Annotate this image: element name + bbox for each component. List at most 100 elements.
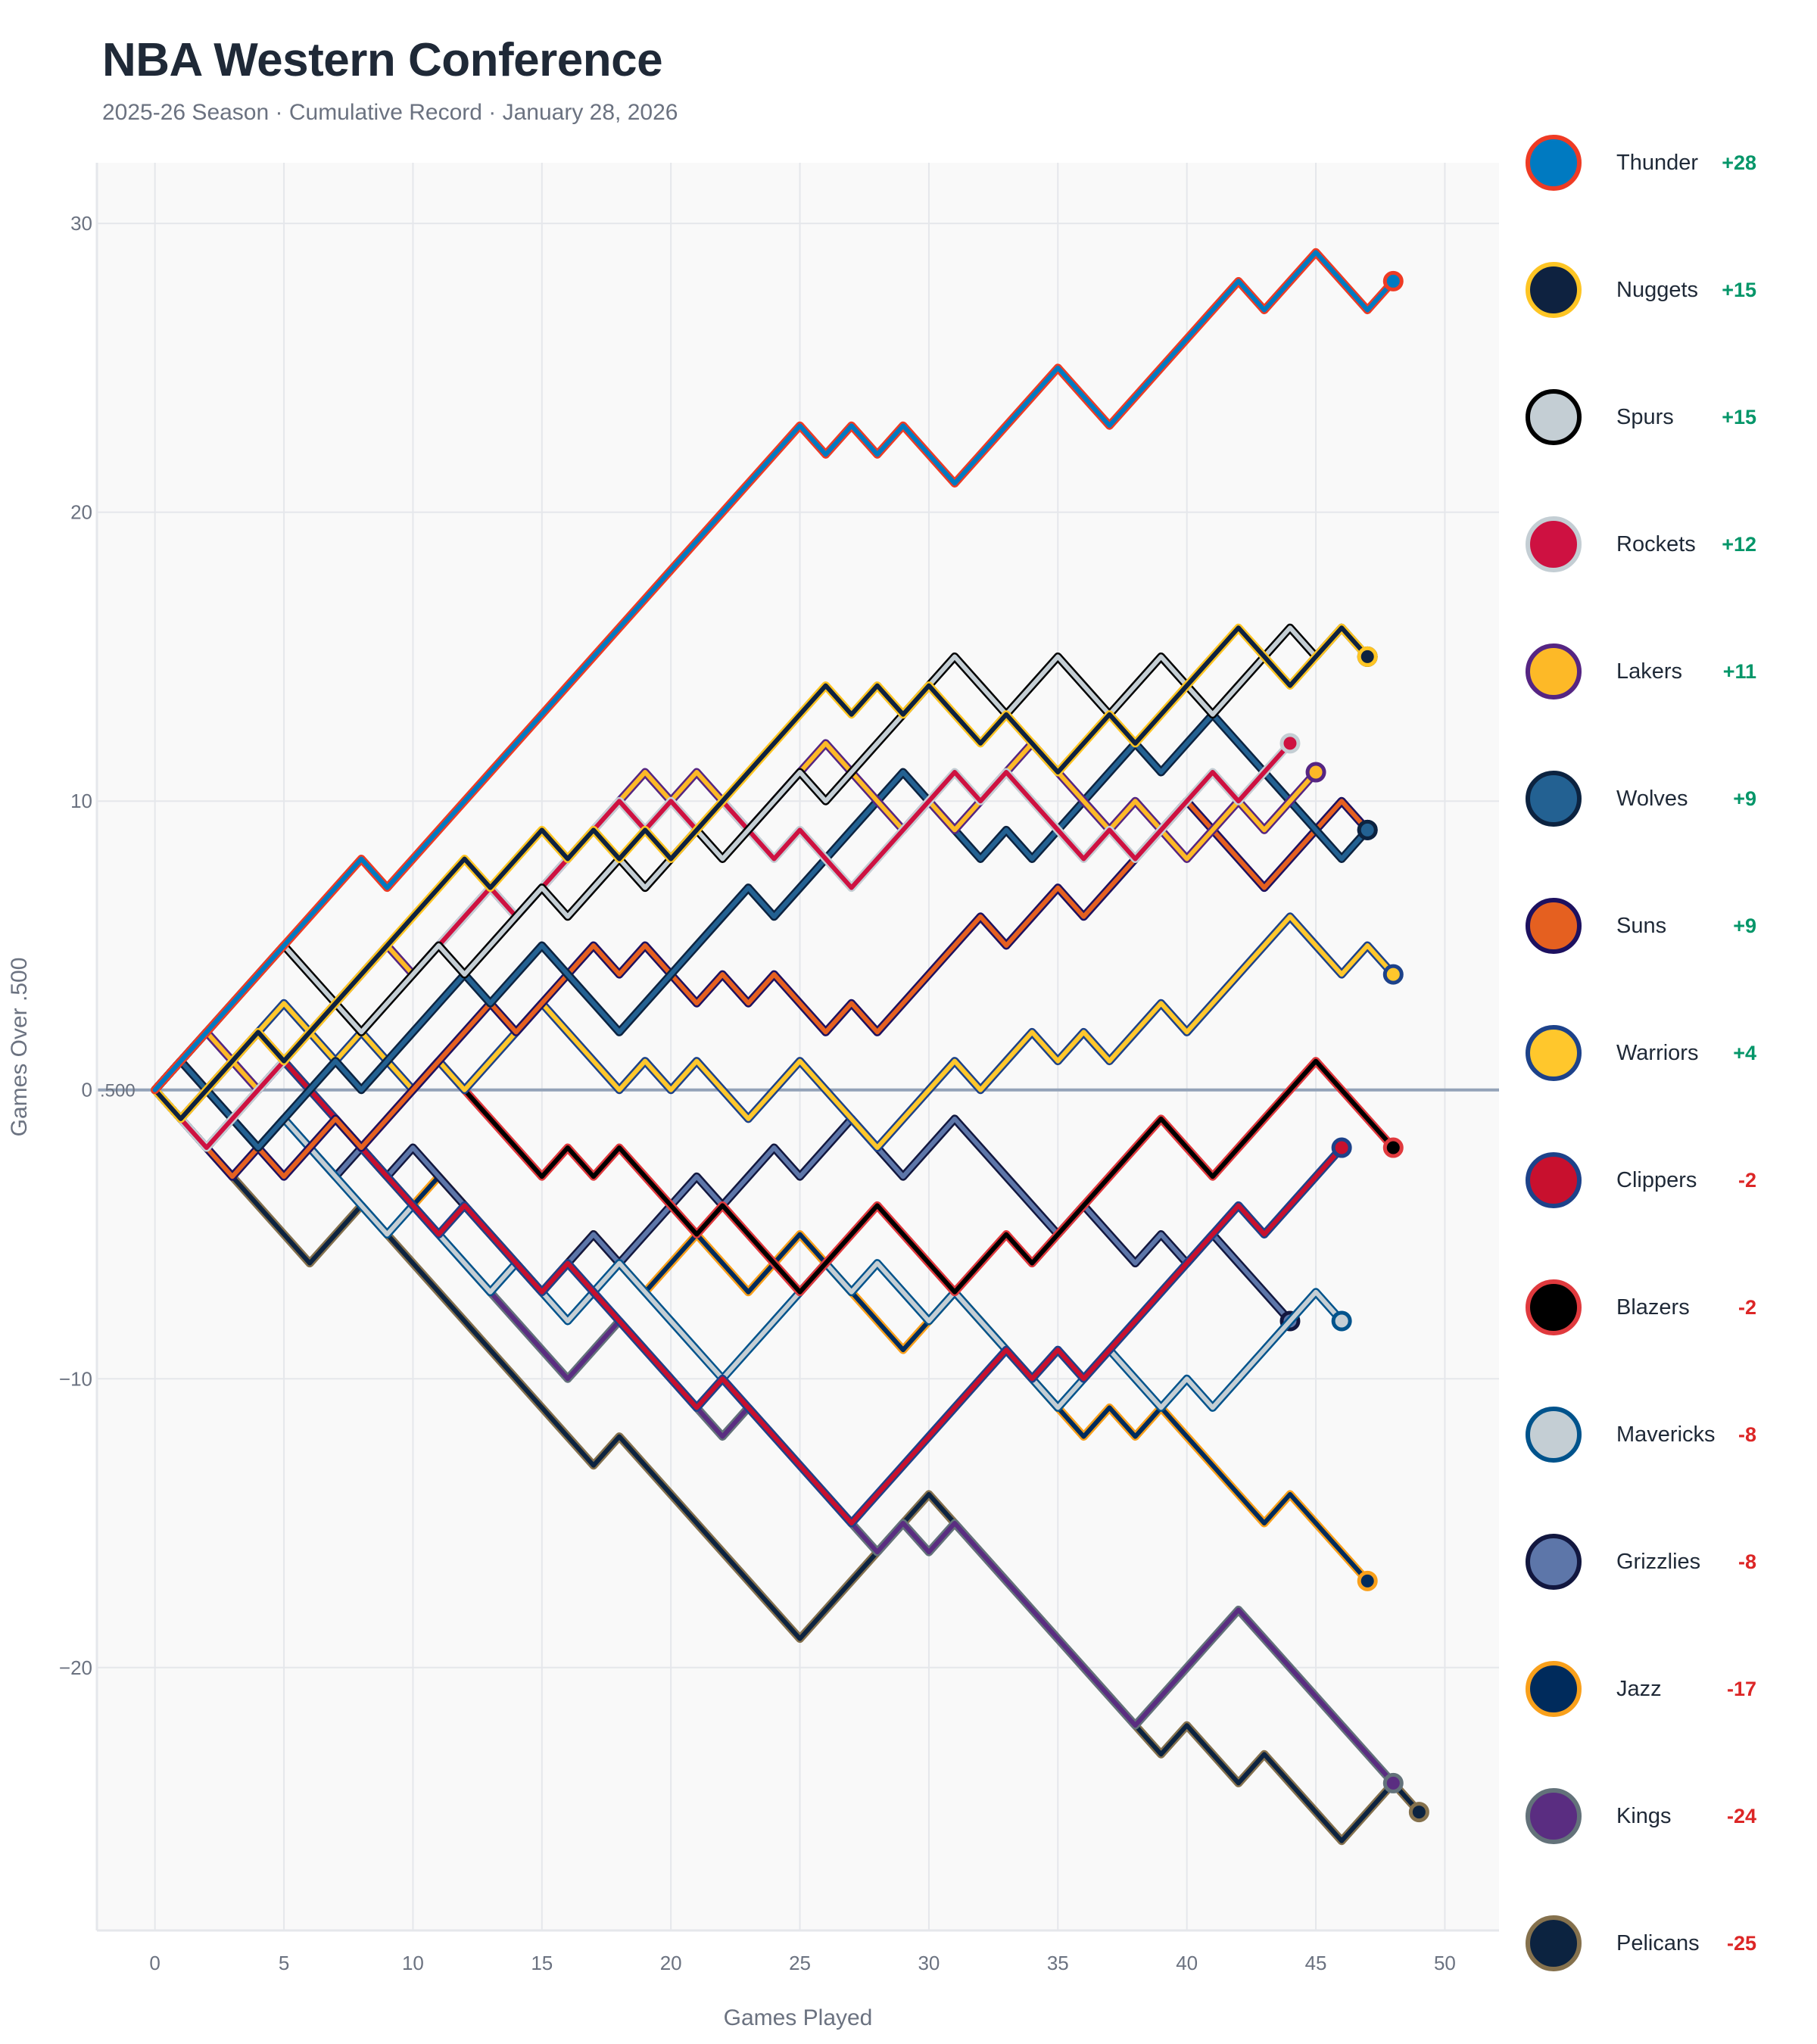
end-marker-lakers[interactable] [1305,762,1326,783]
legend-item-grizzlies[interactable]: Grizzlies -8 [1522,1531,1809,1592]
legend-item-thunder[interactable]: Thunder +28 [1522,132,1809,193]
legend-item-kings[interactable]: Kings -24 [1522,1786,1809,1846]
series-line-nuggets [152,625,1370,1121]
legend-item-pelicans[interactable]: Pelicans -25 [1522,1913,1809,1974]
series-wolves [151,710,1378,1152]
legend-team-value: -25 [1726,1931,1756,1955]
y-tick-label: −10 [59,1367,92,1390]
legend-team-value: -2 [1738,1295,1756,1319]
pelicans-logo-icon [1522,1912,1585,1975]
legend-item-nuggets[interactable]: Nuggets +15 [1522,260,1809,320]
legend-team-value: +15 [1722,278,1756,301]
series-line-wolves [152,712,1370,1151]
legend-team-name: Lakers [1616,659,1683,684]
spurs-logo-icon [1522,385,1585,449]
x-tick-label: 30 [918,1952,940,1974]
x-tick-label: 35 [1047,1952,1069,1974]
legend-team-name: Clippers [1616,1167,1697,1192]
legend-team-value: -8 [1738,1422,1756,1446]
x-tick-label: 25 [789,1952,811,1974]
legend-team-value: +15 [1722,405,1756,428]
legend-team-value: +11 [1722,659,1756,683]
legend-item-mavericks[interactable]: Mavericks -8 [1522,1404,1809,1465]
x-tick-label: 5 [279,1952,289,1974]
wolves-logo-icon [1522,767,1585,830]
x-tick-label: 0 [149,1952,160,1974]
grid [97,163,1499,1930]
legend-team-name: Suns [1616,913,1667,938]
lakers-logo-icon [1522,640,1585,703]
legend-team-name: Rockets [1616,531,1696,556]
kings-logo-icon [1522,1784,1585,1848]
end-marker-mavericks[interactable] [1331,1310,1352,1332]
series-line-mavericks [152,1087,1345,1410]
legend-item-jazz[interactable]: Jazz -17 [1522,1659,1809,1719]
end-marker-rockets[interactable] [1279,733,1301,754]
legend-item-spurs[interactable]: Spurs +15 [1522,387,1809,447]
series-nuggets [151,623,1378,1123]
x-tick-label: 10 [402,1952,424,1974]
series-mavericks [151,1086,1352,1412]
suns-logo-icon [1522,894,1585,958]
series-line-spurs [152,625,1370,1092]
x-tick-label: 15 [531,1952,553,1974]
legend-team-name: Pelicans [1616,1930,1700,1955]
y-axis-label: Games Over .500 [7,958,32,1137]
legend-team-name: Mavericks [1616,1422,1716,1447]
legend-team-name: Kings [1616,1803,1672,1828]
series-thunder [151,248,1404,1095]
mavericks-logo-icon [1522,1403,1585,1466]
end-marker-wolves[interactable] [1357,819,1378,840]
blazers-logo-icon [1522,1276,1585,1339]
nuggets-logo-icon [1522,258,1585,322]
legend-team-name: Thunder [1616,150,1699,175]
legend-item-blazers[interactable]: Blazers -2 [1522,1277,1809,1338]
end-marker-nuggets[interactable] [1357,646,1378,667]
chart-subtitle: 2025-26 Season · Cumulative Record · Jan… [102,100,678,125]
legend-item-rockets[interactable]: Rockets +12 [1522,514,1809,575]
warriors-logo-icon [1522,1021,1585,1085]
end-marker-pelicans[interactable] [1408,1802,1429,1823]
legend-team-name: Jazz [1616,1676,1662,1701]
x-axis-label: Games Played [724,2005,873,2030]
legend-team-value: +28 [1722,151,1756,174]
end-marker-blazers[interactable] [1382,1137,1404,1158]
legend-item-warriors[interactable]: Warriors +4 [1522,1023,1809,1083]
legend-team-name: Blazers [1616,1295,1690,1320]
end-marker-thunder[interactable] [1382,270,1404,291]
grizzlies-logo-icon [1522,1530,1585,1594]
legend-team-name: Warriors [1616,1040,1699,1065]
legend-team-value: -24 [1726,1804,1756,1827]
legend-item-suns[interactable]: Suns +9 [1522,896,1809,956]
series-layer [151,248,1429,1846]
y-tick-label: 0 [82,1079,92,1101]
legend-item-lakers[interactable]: Lakers +11 [1522,641,1809,702]
y-tick-label: 30 [70,212,92,235]
legend-item-clippers[interactable]: Clippers -2 [1522,1150,1809,1211]
y-tick-label: 10 [70,790,92,812]
rockets-logo-icon [1522,513,1585,576]
legend-team-name: Wolves [1616,786,1688,811]
jazz-logo-icon [1522,1657,1585,1721]
chart-title: NBA Western Conference [102,34,663,86]
axes: 0 5 10 15 20 25 30 35 40 45 50 −20 −10 0 10 20 30 [59,163,1499,1974]
x-tick-label: 50 [1434,1952,1456,1974]
x-tick-label: 40 [1176,1952,1198,1974]
end-marker-jazz[interactable] [1357,1570,1378,1591]
legend-team-value: +4 [1733,1041,1756,1064]
end-marker-clippers[interactable] [1331,1137,1352,1158]
legend-team-value: +12 [1722,532,1756,556]
end-marker-warriors[interactable] [1382,964,1404,985]
clippers-logo-icon [1522,1148,1585,1212]
legend-team-value: +9 [1733,914,1756,937]
thunder-logo-icon [1522,131,1585,195]
legend-team-name: Nuggets [1616,277,1699,302]
legend-item-wolves[interactable]: Wolves +9 [1522,768,1809,829]
end-marker-kings[interactable] [1382,1772,1404,1793]
x-tick-label: 20 [660,1952,682,1974]
legend-team-name: Grizzlies [1616,1549,1701,1574]
legend-team-value: -2 [1738,1168,1756,1192]
x-tick-label: 45 [1305,1952,1327,1974]
legend-team-name: Spurs [1616,404,1674,429]
